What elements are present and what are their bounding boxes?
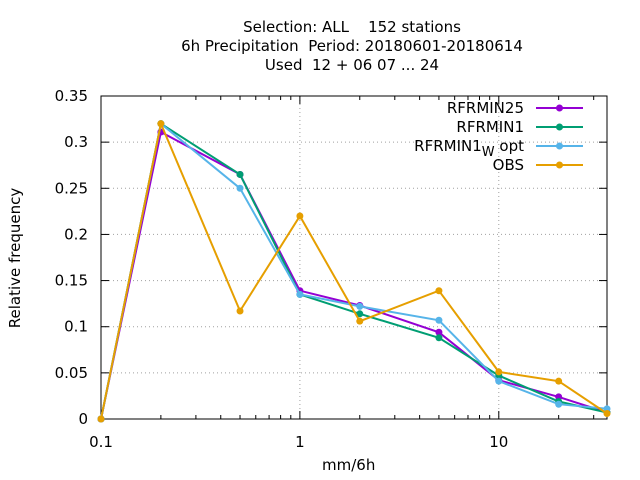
series-point-3 [157,120,165,128]
series-line-3 [100,120,608,420]
series-point-2 [495,377,503,385]
x-tick-label: 10 [489,433,508,451]
series-point-0 [435,328,443,336]
series-line-2 [100,121,608,420]
series-point-3 [435,287,443,295]
series-point-2 [555,400,563,408]
series-point-3 [296,212,304,220]
y-tick-label: 0.05 [55,364,88,382]
series-point-1 [236,170,244,178]
series-point-3 [603,409,611,417]
series-point-3 [495,368,503,376]
series-point-1 [356,310,364,318]
series-line-1 [100,122,608,420]
series-point-1 [435,334,443,342]
legend-marker-0 [556,104,563,112]
plot-frame [100,95,608,420]
legend-label-0: RFRMIN25 [447,99,524,117]
series-point-3 [97,415,105,423]
y-axis-label: Relative frequency [6,187,24,329]
y-tick-label: 0.3 [64,133,88,151]
y-tick-label: 0.35 [55,87,88,105]
legend-label-2: RFRMIN1W opt [414,137,524,160]
chart-title-line-3: Used 12 + 06 07 ... 24 [264,56,440,74]
series-point-2 [296,290,304,298]
legend-label-1: RFRMIN1 [456,118,524,136]
legend-label-3: OBS [493,156,524,174]
y-tick-label: 0.15 [55,272,88,290]
y-tick-label: 0.1 [64,318,88,336]
series-point-3 [555,377,563,385]
series-point-3 [356,317,364,325]
series-point-2 [356,302,364,310]
chart-title-line-2: 6h Precipitation Period: 20180601-201806… [181,37,523,55]
legend-marker-3 [556,161,563,169]
x-axis-label: mm/6h [322,456,376,474]
series-point-2 [236,184,244,192]
x-tick-label: 0.1 [89,433,113,451]
series-point-3 [236,307,244,315]
legend-marker-2 [556,142,563,150]
series-point-2 [435,316,443,324]
x-tick-label: 1 [295,433,305,451]
chart-title-line-1: Selection: ALL 152 stations [243,18,461,36]
y-tick-label: 0.25 [55,179,88,197]
y-tick-label: 0.2 [64,225,88,243]
y-tick-label: 0 [78,410,88,428]
legend-marker-1 [556,123,563,131]
